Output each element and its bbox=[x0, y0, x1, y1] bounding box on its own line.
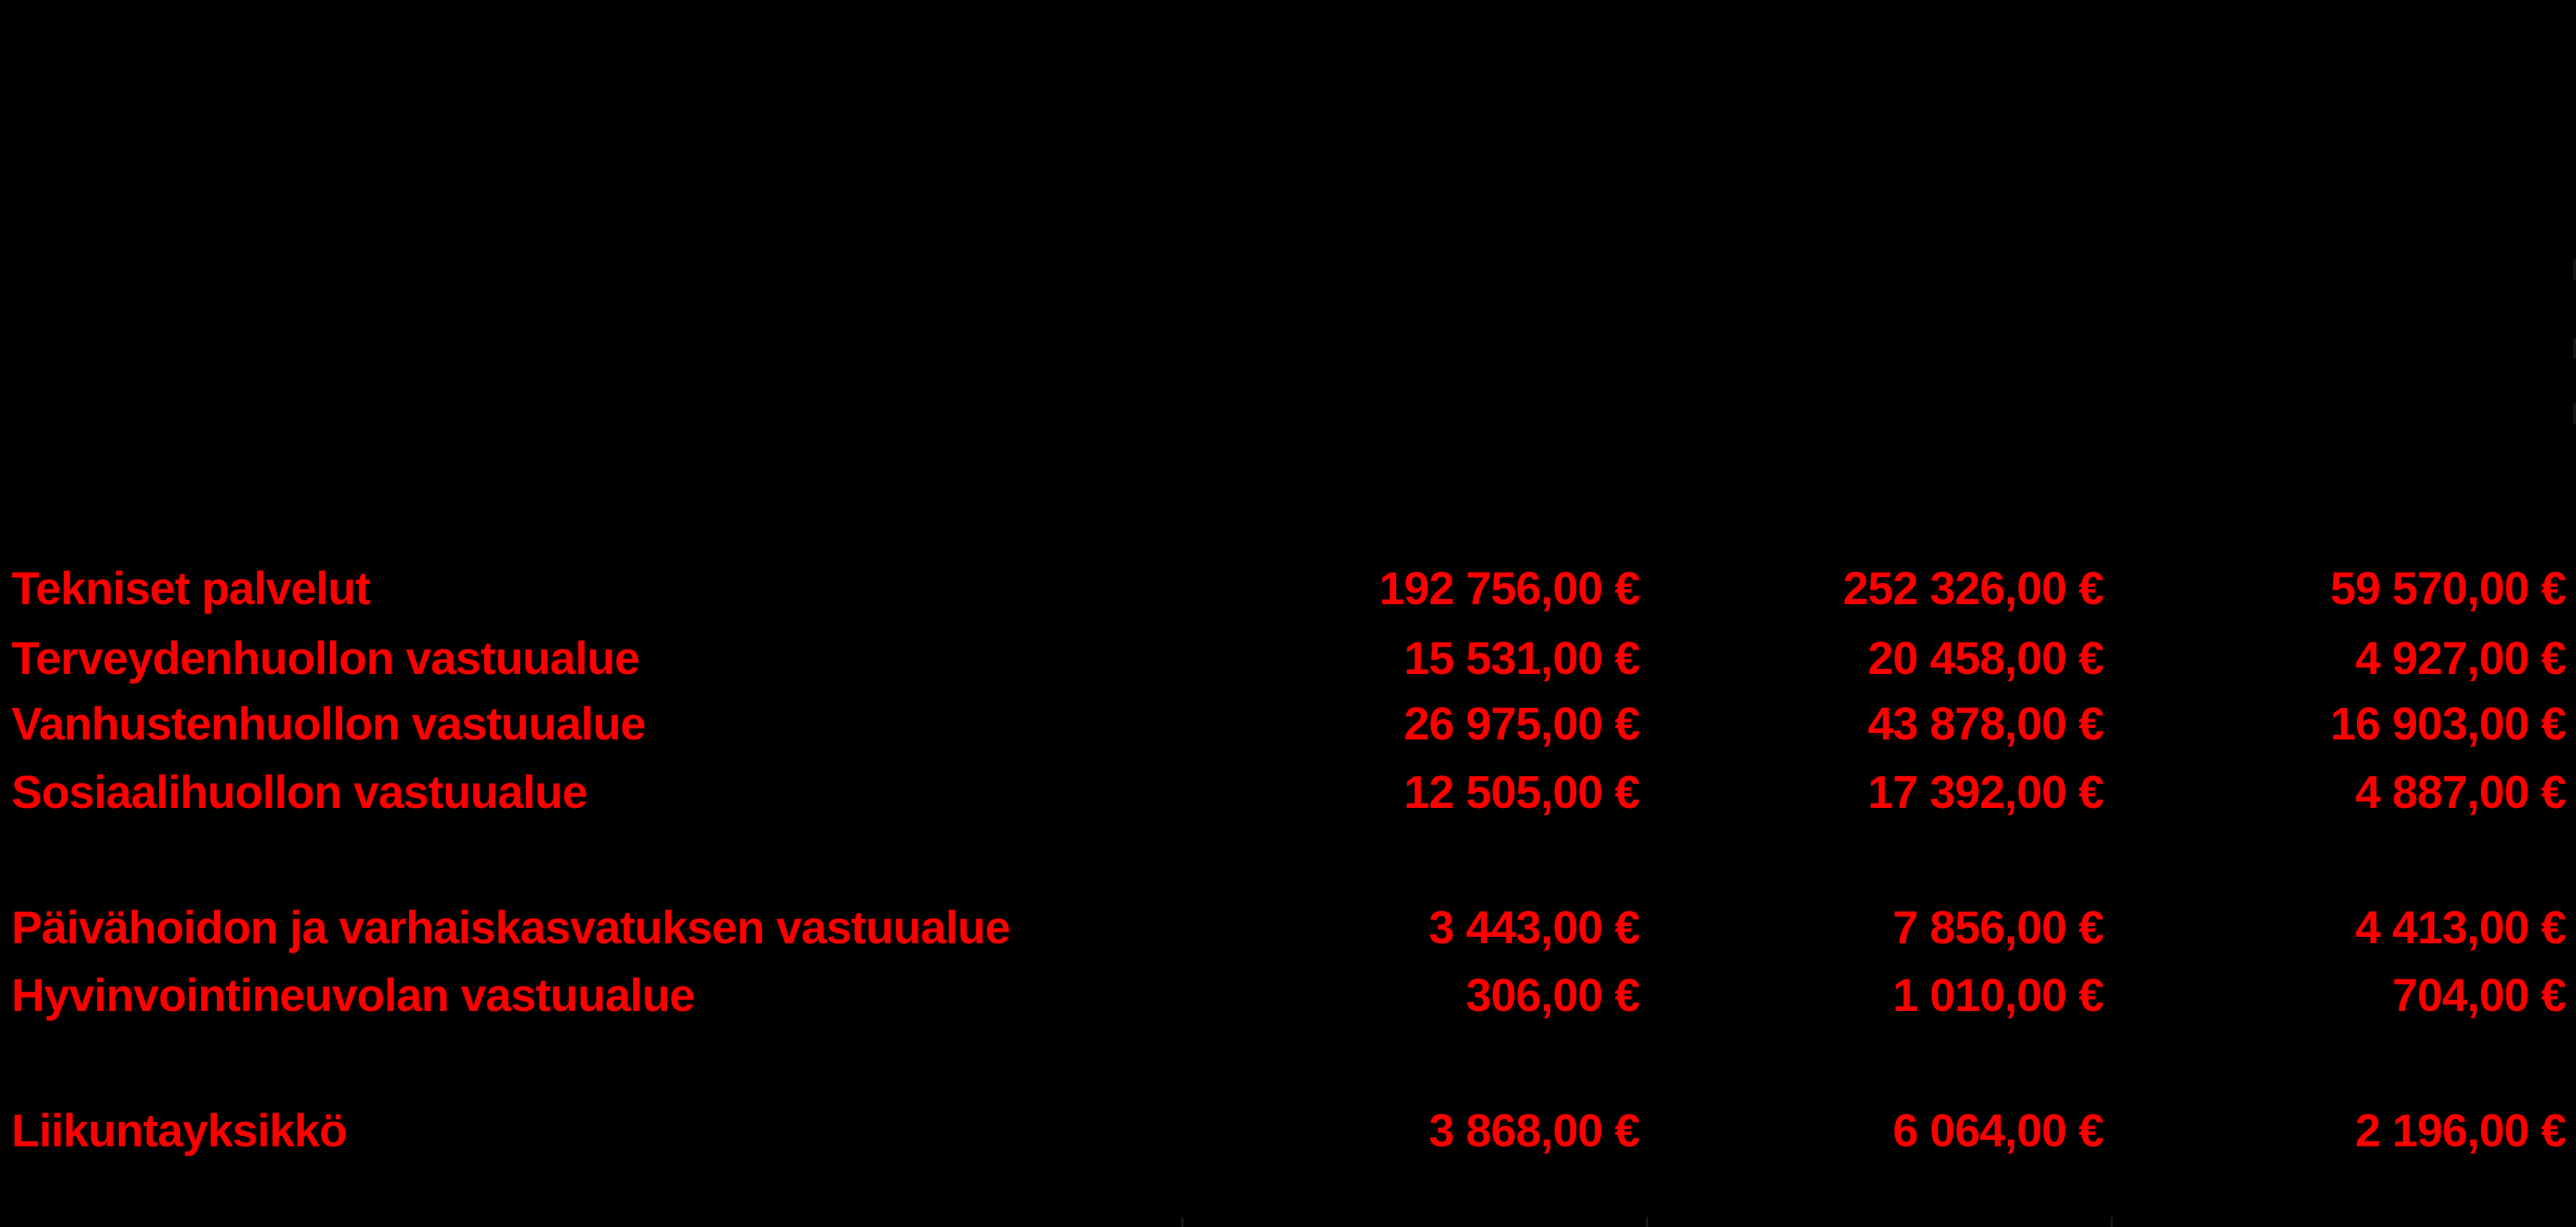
row-label: Terveydenhuollon vastuualue bbox=[12, 632, 640, 684]
row-value-1: 192 756,00 € bbox=[1379, 562, 1640, 614]
row-value-1: 306,00 € bbox=[1465, 969, 1640, 1021]
row-value-2: 7 856,00 € bbox=[1892, 902, 2105, 953]
row-label: Tekniset palvelut bbox=[12, 562, 371, 614]
table-row: Terveydenhuollon vastuualue 15 531,00 € … bbox=[0, 626, 2576, 691]
row-value-3: 16 903,00 € bbox=[2330, 698, 2567, 750]
row-value-2: 252 326,00 € bbox=[1843, 562, 2104, 614]
table-row: Liikuntayksikkö 3 868,00 € 6 064,00 € 2 … bbox=[0, 1098, 2576, 1163]
row-label: Hyvinvointineuvolan vastuualue bbox=[12, 969, 695, 1021]
row-label: Vanhustenhuollon vastuualue bbox=[12, 698, 646, 750]
row-label: Liikuntayksikkö bbox=[12, 1105, 347, 1156]
row-label: Päivähoidon ja varhaiskasvatuksen vastuu… bbox=[12, 902, 1011, 953]
row-value-2: 17 392,00 € bbox=[1867, 766, 2104, 818]
row-divider bbox=[2573, 259, 2576, 279]
row-value-1: 3 443,00 € bbox=[1428, 902, 1641, 953]
row-value-2: 6 064,00 € bbox=[1892, 1105, 2105, 1156]
table-row: Vanhustenhuollon vastuualue 26 975,00 € … bbox=[0, 691, 2576, 756]
column-divider bbox=[2111, 1217, 2113, 1227]
row-value-2: 1 010,00 € bbox=[1892, 969, 2105, 1021]
row-value-1: 12 505,00 € bbox=[1403, 766, 1640, 818]
table-row: Päivähoidon ja varhaiskasvatuksen vastuu… bbox=[0, 895, 2576, 960]
table-row: Hyvinvointineuvolan vastuualue 306,00 € … bbox=[0, 963, 2576, 1028]
table-row: Sosiaalihuollon vastuualue 12 505,00 € 1… bbox=[0, 760, 2576, 824]
row-value-1: 26 975,00 € bbox=[1403, 698, 1640, 750]
row-value-3: 2 196,00 € bbox=[2355, 1105, 2567, 1156]
column-divider bbox=[1181, 1217, 1184, 1227]
row-value-3: 704,00 € bbox=[2392, 969, 2567, 1021]
row-divider bbox=[2573, 403, 2576, 423]
row-value-3: 4 927,00 € bbox=[2355, 632, 2567, 684]
row-value-1: 15 531,00 € bbox=[1403, 632, 1640, 684]
row-value-3: 59 570,00 € bbox=[2330, 562, 2567, 614]
row-value-2: 43 878,00 € bbox=[1867, 698, 2104, 750]
column-divider bbox=[1646, 1217, 1648, 1227]
row-label: Sosiaalihuollon vastuualue bbox=[12, 766, 588, 818]
row-value-2: 20 458,00 € bbox=[1867, 632, 2104, 684]
row-value-3: 4 413,00 € bbox=[2355, 902, 2567, 953]
row-divider bbox=[2573, 338, 2576, 359]
row-value-1: 3 868,00 € bbox=[1428, 1105, 1641, 1156]
table-row: Tekniset palvelut 192 756,00 € 252 326,0… bbox=[0, 556, 2576, 621]
row-value-3: 4 887,00 € bbox=[2355, 766, 2567, 818]
